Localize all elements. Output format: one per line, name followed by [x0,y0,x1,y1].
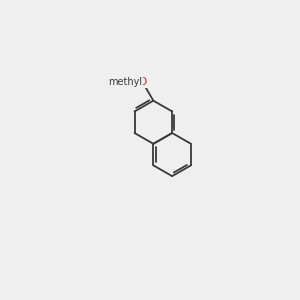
Text: O: O [138,77,147,87]
Text: methyl: methyl [108,77,142,87]
